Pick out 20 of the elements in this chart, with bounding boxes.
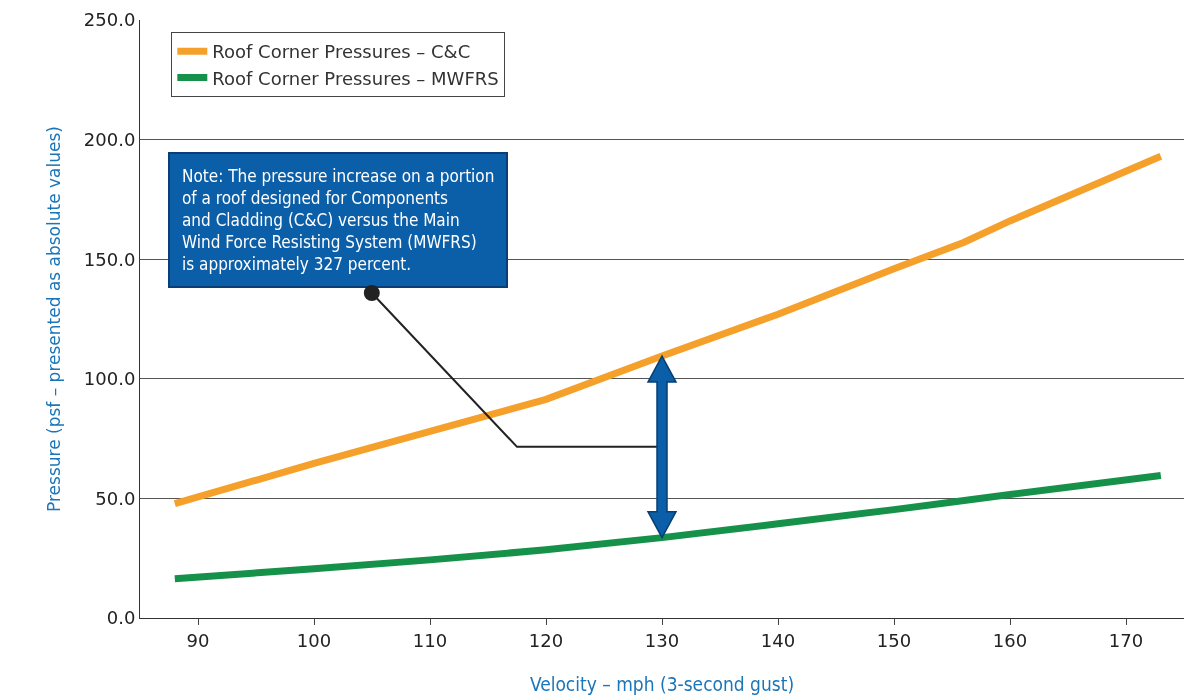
x-tick-label: 110 (412, 629, 448, 651)
y-tick-label: 100.0 (83, 368, 136, 390)
y-tick-label: 200.0 (83, 128, 136, 150)
y-axis-title: Pressure (psf – presented as absolute values) (44, 126, 65, 512)
x-tick-label: 100 (296, 629, 332, 651)
x-tick-label: 160 (992, 629, 1028, 651)
y-tick-label: 50.0 (95, 487, 136, 509)
annotation: Note: The pressure increase on a portion of a roof designed for Components and Cladding (C&C) versus the Main Wind Force Resisting System (MWFRS) is approximately 327 percent. (182, 166, 495, 275)
x-tick-label: 170 (1108, 629, 1144, 651)
x-tick-label: 150 (876, 629, 912, 651)
legend-label: Roof Corner Pressures – C&C (212, 41, 471, 63)
y-tick-label: 150.0 (83, 248, 136, 270)
x-axis-title: Velocity – mph (3-second gust) (529, 673, 795, 696)
x-tick-label: 140 (760, 629, 796, 651)
x-tick-label: 120 (528, 629, 564, 651)
legend-label: Roof Corner Pressures – MWFRS (212, 67, 499, 89)
x-tick-label: 90 (186, 629, 210, 651)
y-tick-label: 0.0 (106, 607, 136, 629)
y-tick-label: 250.0 (83, 9, 136, 31)
x-tick-label: 130 (644, 629, 680, 651)
